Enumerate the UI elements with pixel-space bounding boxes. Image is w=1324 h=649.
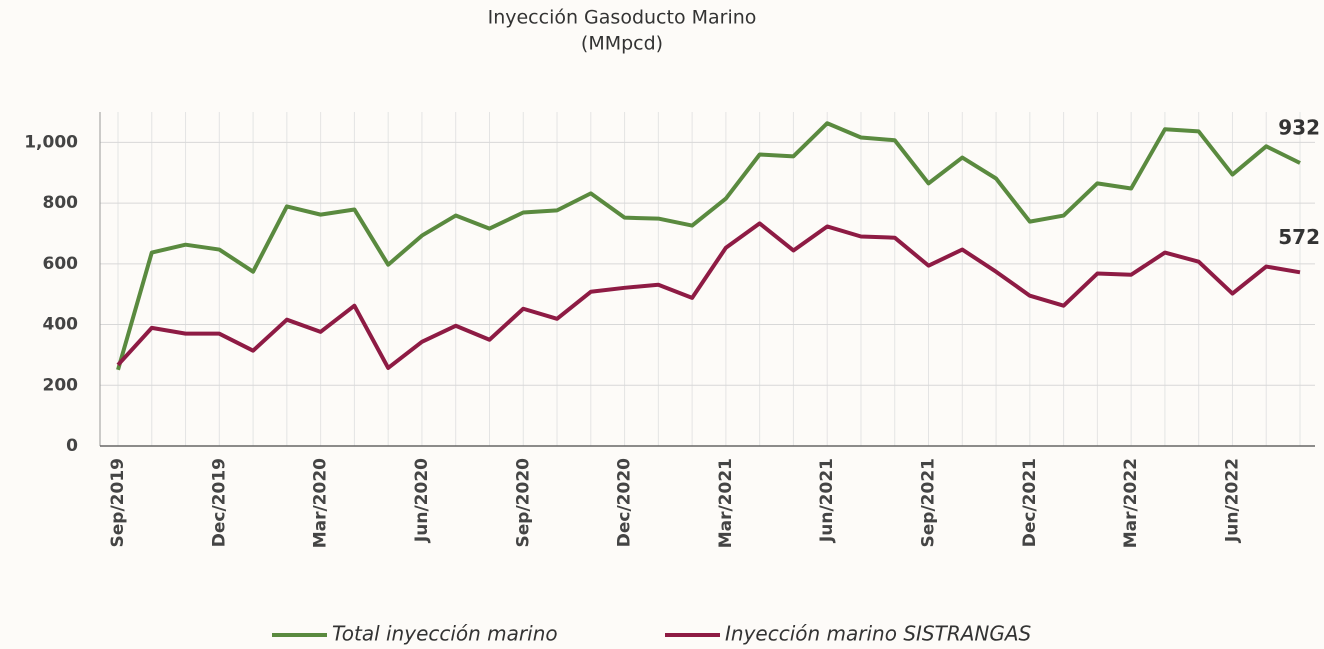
x-tick-label: Sep/2020 [513,458,533,548]
series-line [116,221,1301,370]
x-tick-label: Dec/2021 [1020,458,1040,547]
legend-label: Inyección marino SISTRANGAS [725,622,1032,646]
legend-label: Total inyección marino [332,622,558,646]
chart-subtitle: (MMpcd) [581,33,663,55]
x-tick-label: Mar/2021 [716,458,736,548]
x-tick-label: Sep/2021 [919,458,939,547]
x-tick-label: Mar/2022 [1121,458,1141,548]
x-tick-label: Jun/2020 [412,458,432,543]
x-tick-label: Sep/2019 [108,458,128,547]
x-tick-label: Mar/2020 [311,458,331,548]
y-tick-label: 600 [43,254,79,274]
data-label: 932 [1278,116,1320,140]
x-tick-label: Jun/2022 [1222,458,1242,543]
x-tick-label: Dec/2019 [209,458,229,547]
x-tick-label: Dec/2020 [615,458,635,547]
chart-title: Inyección Gasoducto Marino [488,7,757,29]
y-tick-label: 800 [43,193,79,213]
series-line [116,121,1301,371]
y-tick-label: 400 [43,315,79,335]
x-tick-label: Jun/2021 [817,458,837,543]
data-label: 572 [1278,225,1320,249]
y-tick-label: 1,000 [24,132,78,152]
y-tick-label: 200 [43,375,79,395]
y-tick-label: 0 [66,436,78,456]
